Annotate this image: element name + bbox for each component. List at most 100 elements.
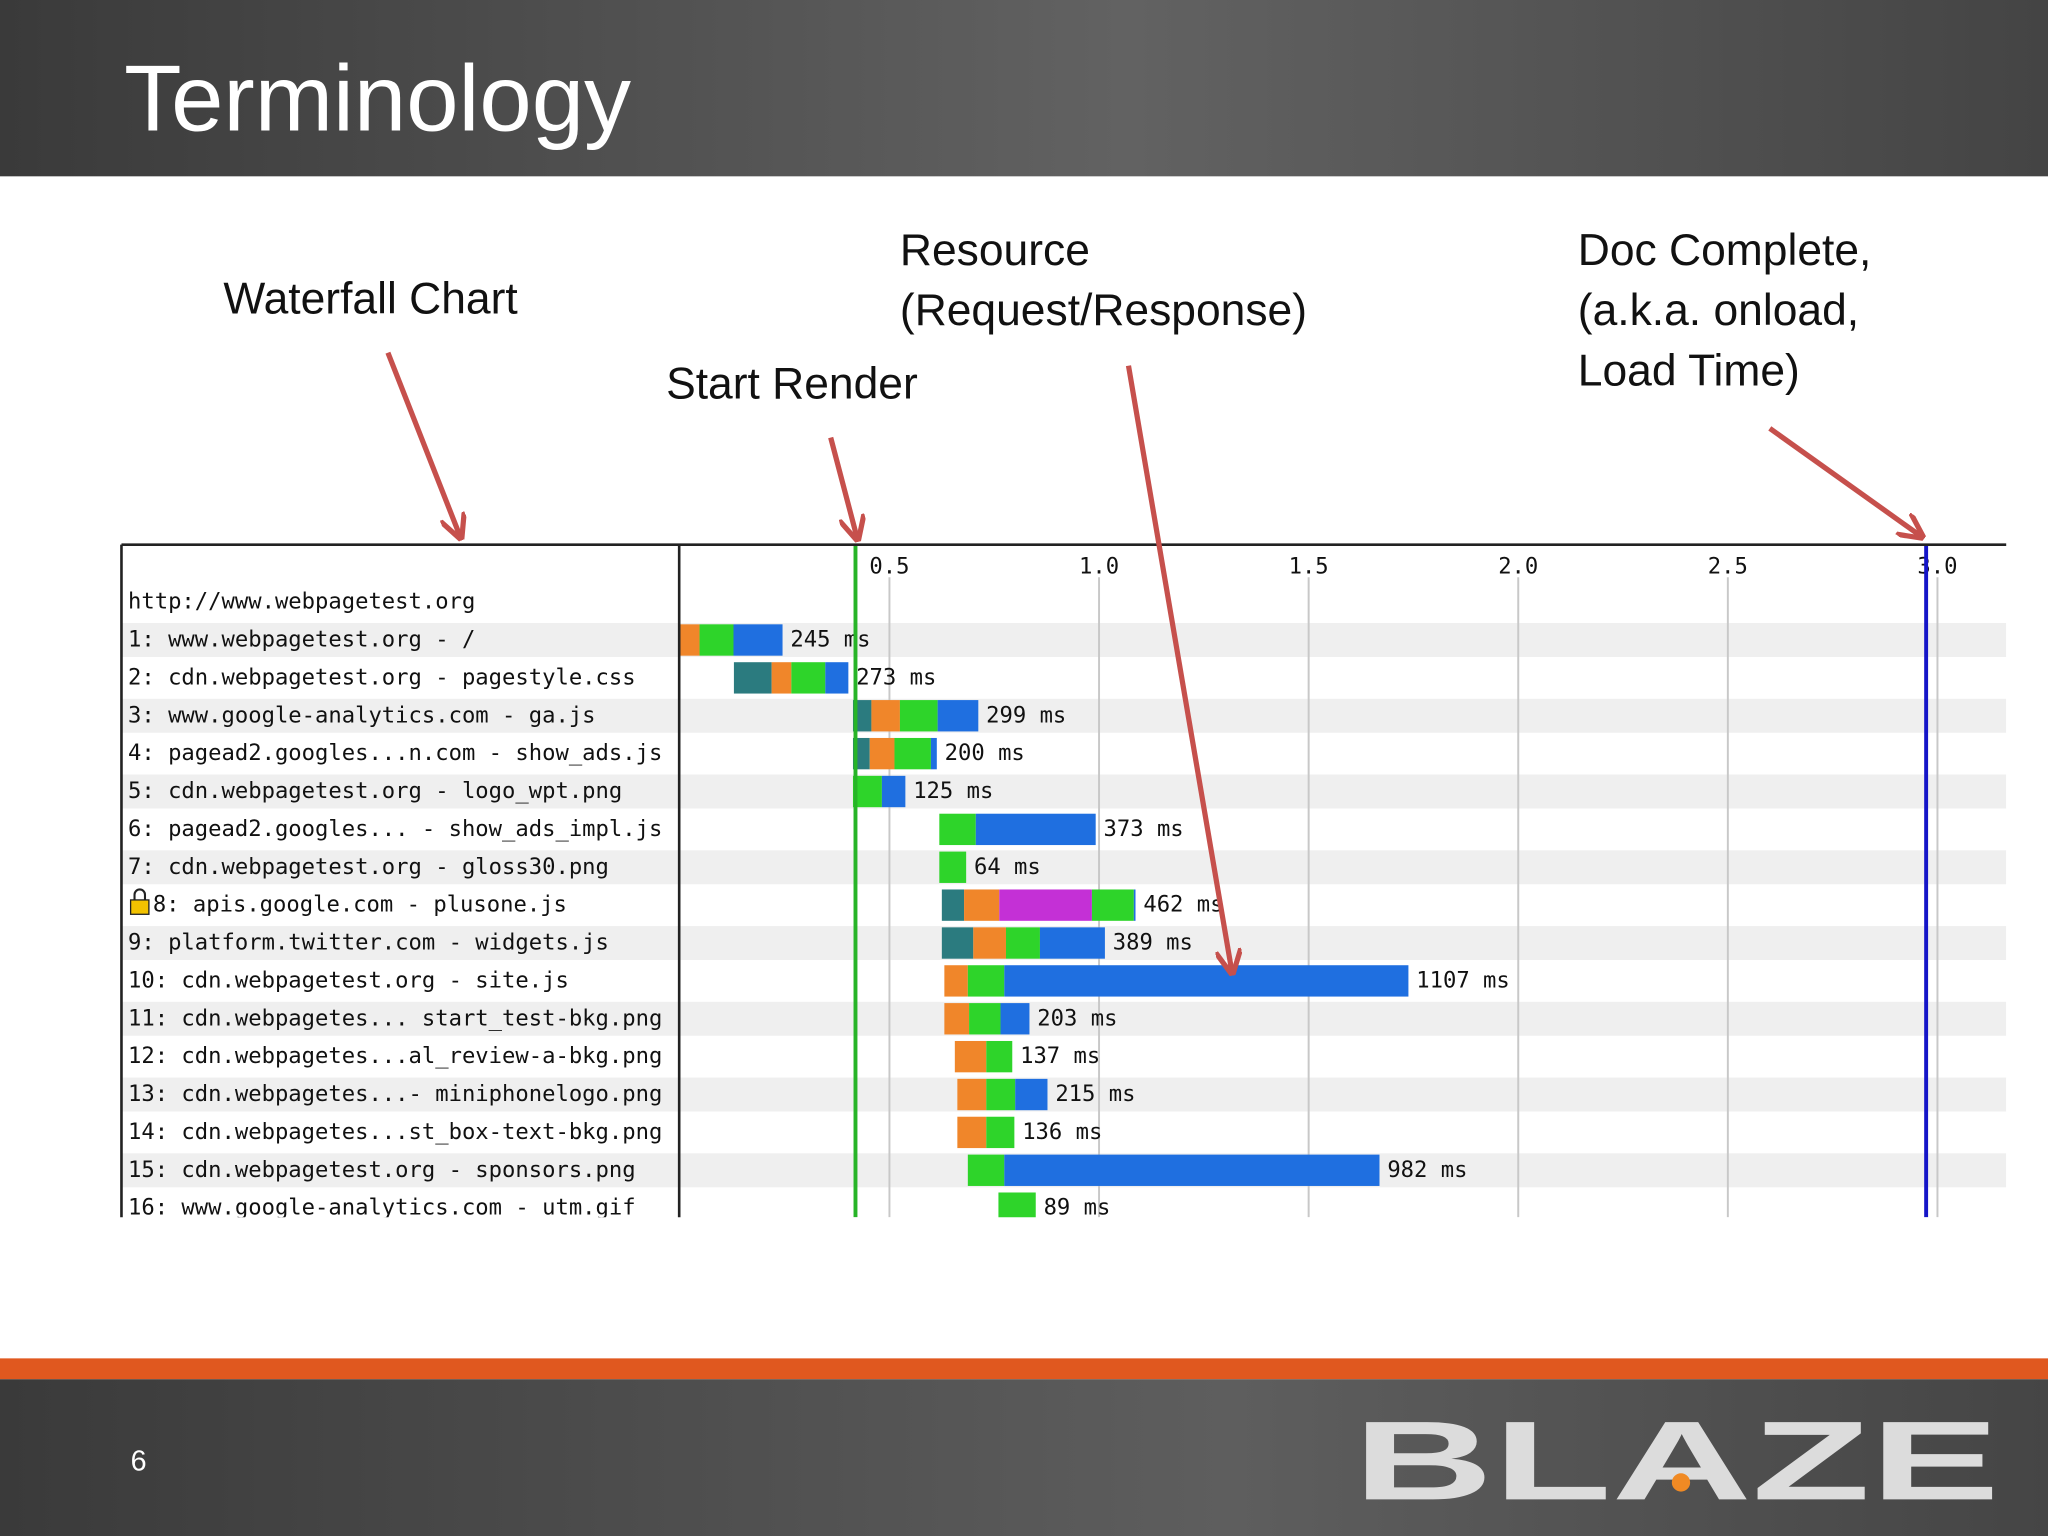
duration-label: 373 ms bbox=[1104, 816, 1184, 842]
arrow bbox=[1768, 426, 1920, 535]
duration-label: 89 ms bbox=[1044, 1195, 1111, 1221]
duration-label: 1107 ms bbox=[1416, 967, 1510, 993]
row-label: 11: cdn.webpagetes... start_test-bkg.png bbox=[128, 1005, 662, 1031]
bar-segment bbox=[733, 662, 772, 694]
bar-segment bbox=[967, 1154, 1005, 1186]
bar-segment bbox=[967, 965, 1005, 997]
bar-segment bbox=[852, 775, 882, 808]
row-label: 4: pagead2.googles...n.com - show_ads.js bbox=[128, 740, 662, 766]
annotation: Start Render bbox=[666, 359, 918, 408]
bar-segment bbox=[941, 927, 974, 959]
x-tick-label: 1.0 bbox=[1079, 553, 1119, 579]
bar-segment bbox=[825, 662, 849, 694]
bar-segment bbox=[986, 1040, 1013, 1073]
row-stripe bbox=[121, 1077, 2007, 1112]
bar-segment bbox=[1004, 1154, 1380, 1186]
row-stripe bbox=[121, 623, 2007, 657]
x-tick-label: 2.5 bbox=[1708, 553, 1748, 579]
bar-segment bbox=[954, 1040, 987, 1073]
bar-segment bbox=[957, 1078, 987, 1111]
row-label: 7: cdn.webpagetest.org - gloss30.png bbox=[128, 854, 609, 880]
duration-label: 215 ms bbox=[1055, 1081, 1135, 1107]
bar-segment bbox=[771, 662, 792, 694]
annotation: Resource bbox=[900, 226, 1090, 275]
duration-label: 64 ms bbox=[974, 854, 1041, 880]
x-tick-label: 1.5 bbox=[1289, 553, 1329, 579]
bar-segment bbox=[930, 737, 937, 770]
row-label: 9: platform.twitter.com - widgets.js bbox=[128, 930, 609, 956]
row-stripe bbox=[121, 774, 2007, 809]
duration-label: 982 ms bbox=[1387, 1157, 1467, 1183]
x-tick-label: 0.5 bbox=[869, 553, 909, 579]
bar-segment bbox=[975, 813, 1096, 846]
bar-segment bbox=[941, 889, 965, 921]
annotation: Doc Complete, bbox=[1578, 226, 1872, 275]
bar-segment bbox=[899, 700, 938, 732]
row-label: 2: cdn.webpagetest.org - pagestyle.css bbox=[128, 664, 636, 690]
row-label: 1: www.webpagetest.org - / bbox=[128, 627, 475, 653]
bar-segment bbox=[871, 700, 900, 732]
bar-segment bbox=[986, 1116, 1015, 1149]
bar-segment bbox=[1000, 1003, 1030, 1035]
page-number: 6 bbox=[131, 1446, 147, 1478]
duration-label: 299 ms bbox=[986, 702, 1066, 728]
bar-segment bbox=[957, 1116, 987, 1149]
bar-segment bbox=[999, 889, 1092, 921]
logo-dot bbox=[1671, 1473, 1691, 1492]
bar-segment bbox=[733, 624, 783, 656]
row-label: 12: cdn.webpagetes...al_review-a-bkg.png bbox=[128, 1043, 662, 1069]
bar-segment bbox=[986, 1078, 1016, 1111]
header-label: http://www.webpagetest.org bbox=[128, 589, 475, 615]
duration-label: 200 ms bbox=[945, 740, 1025, 766]
footer-bar bbox=[0, 1379, 2048, 1536]
row-label: 15: cdn.webpagetest.org - sponsors.png bbox=[128, 1157, 636, 1183]
annotations: Waterfall Chart Start Render Resource (Requ… bbox=[223, 226, 1920, 970]
row-label: 13: cdn.webpagetes...- miniphonelogo.png bbox=[128, 1081, 662, 1107]
bar-segment bbox=[944, 965, 968, 997]
bar-segment bbox=[964, 889, 1000, 921]
bar-segment bbox=[894, 737, 931, 770]
bar-segment bbox=[791, 662, 826, 694]
lock-icon bbox=[133, 888, 147, 900]
bar-segment bbox=[969, 1003, 1001, 1035]
annotation: Load Time) bbox=[1578, 346, 1800, 395]
duration-label: 136 ms bbox=[1022, 1119, 1102, 1145]
bar-segment bbox=[869, 737, 895, 770]
bar-segment bbox=[699, 624, 734, 656]
chart-frame bbox=[120, 543, 2007, 1218]
duration-label: 137 ms bbox=[1020, 1043, 1100, 1069]
bar-segment bbox=[1091, 889, 1134, 921]
arrow bbox=[1125, 365, 1231, 971]
bar-segment bbox=[852, 700, 872, 732]
row-label: 3: www.google-analytics.com - ga.js bbox=[128, 702, 596, 728]
row-label: 5: cdn.webpagetest.org - logo_wpt.png bbox=[128, 778, 622, 804]
logo: BLAZE bbox=[1353, 1397, 2000, 1523]
bar-segment bbox=[1039, 927, 1105, 959]
annotation: (a.k.a. onload, bbox=[1578, 286, 1859, 335]
row-stripe bbox=[121, 850, 2007, 885]
bar-segment bbox=[679, 624, 700, 656]
bar-segment bbox=[1015, 1078, 1048, 1111]
row-label: 10: cdn.webpagetest.org - site.js bbox=[128, 967, 569, 993]
arrow bbox=[385, 351, 460, 536]
bar-segment bbox=[939, 813, 976, 846]
row-stripe bbox=[121, 1001, 2007, 1036]
row-label: 8: apis.google.com - plusone.js bbox=[153, 892, 567, 918]
row-label: 14: cdn.webpagetes...st_box-text-bkg.png bbox=[128, 1119, 662, 1145]
x-tick-label: 2.0 bbox=[1498, 553, 1538, 579]
x-tick-label: 3.0 bbox=[1917, 553, 1957, 579]
duration-label: 203 ms bbox=[1037, 1005, 1117, 1031]
annotation: Waterfall Chart bbox=[223, 274, 518, 323]
lock-icon bbox=[129, 899, 150, 915]
footer-stripe bbox=[0, 1358, 2048, 1380]
bar-segment bbox=[1004, 965, 1409, 997]
duration-label: 389 ms bbox=[1113, 930, 1193, 956]
duration-label: 125 ms bbox=[913, 778, 993, 804]
row-label: 6: pagead2.googles... - show_ads_impl.js bbox=[128, 816, 662, 842]
duration-label: 245 ms bbox=[790, 627, 870, 653]
row-stripe bbox=[121, 698, 2007, 733]
annotation: (Request/Response) bbox=[900, 286, 1307, 335]
bar-segment bbox=[1133, 889, 1136, 921]
bar-segment bbox=[998, 1192, 1036, 1218]
